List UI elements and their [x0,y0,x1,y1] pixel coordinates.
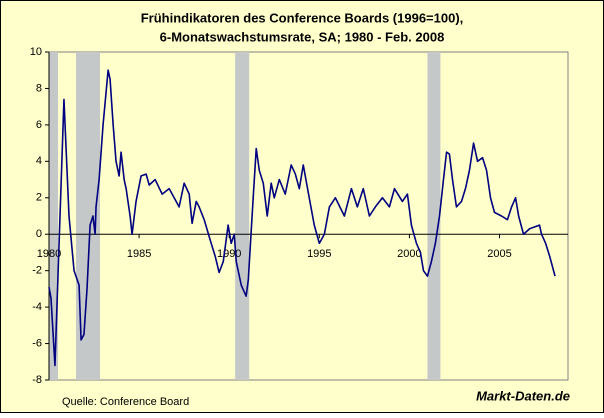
y-tick-label: -8 [32,374,42,386]
shaded-range [76,52,100,380]
x-tick-label: 1995 [307,248,331,260]
y-tick-label: -2 [32,265,42,277]
y-tick-label: 4 [36,155,42,167]
chart-subtitle: 6-Monatswachstumsrate, SA; 1980 - Feb. 2… [160,29,445,44]
y-tick-label: 6 [36,119,42,131]
x-tick-label: 1990 [217,248,241,260]
shaded-range [235,52,250,380]
x-tick-label: 1980 [37,248,61,260]
source-note: Quelle: Conference Board [62,396,189,408]
y-tick-label: 0 [36,228,42,240]
shaded-range [49,52,59,380]
y-tick-label: 10 [30,46,42,58]
plot: -8 -6 -4 -2 0 2 4 6 8 10 1980 1985 1990 1995 2000 2005 [30,46,568,386]
shaded-range [427,52,441,380]
x-tick-label: 1985 [127,248,151,260]
y-tick-label: -4 [32,301,42,313]
chart-title: Frühindikatoren des Conference Boards (1… [141,10,464,25]
data-line [48,69,556,367]
x-tick-label: 2005 [487,248,511,260]
y-tick-label: 2 [36,192,42,204]
x-tick-label: 2000 [397,248,421,260]
brand: Markt-Daten.de [476,388,570,403]
y-tick-label: -6 [32,337,42,349]
plot-area [48,51,569,381]
y-tick-label: 8 [36,82,42,94]
